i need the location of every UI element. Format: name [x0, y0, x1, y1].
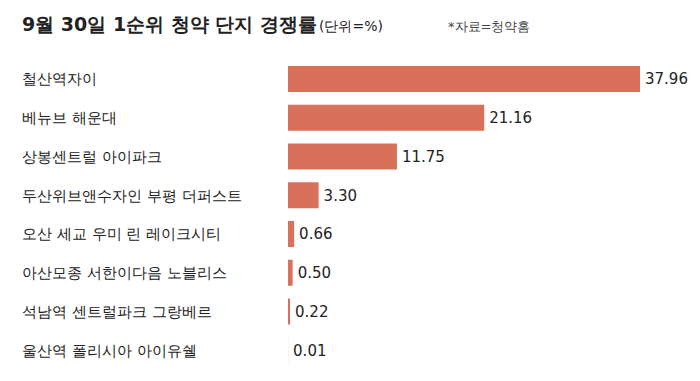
svg-text:오산 세교 우미 린 레이크시티: 오산 세교 우미 린 레이크시티 — [22, 225, 221, 243]
svg-text:두산위브앤수자인 부평 더퍼스트: 두산위브앤수자인 부평 더퍼스트 — [22, 187, 242, 205]
svg-text:0.66: 0.66 — [299, 225, 332, 243]
svg-text:0.01: 0.01 — [293, 342, 326, 360]
html-text:9월 30일 1순위 청약 단지 경쟁률(단위=%): 9월 30일 1순위 청약 단지 경쟁률(단위=%) — [22, 13, 383, 35]
svg-text:베뉴브 해운대: 베뉴브 해운대 — [22, 109, 117, 127]
svg-text:37.96: 37.96 — [645, 70, 688, 88]
html-text:*자료=청약홈: *자료=청약홈 — [448, 19, 531, 34]
svg-text:석남역 센트럴파크 그랑베르: 석남역 센트럴파크 그랑베르 — [22, 303, 212, 321]
svg-text:철산역자이: 철산역자이 — [22, 70, 97, 88]
svg-text:울산역 폴리시아 아이유쉘: 울산역 폴리시아 아이유쉘 — [22, 342, 197, 360]
svg-text:상봉센트럴 아이파크: 상봉센트럴 아이파크 — [22, 148, 162, 166]
svg-text:0.22: 0.22 — [295, 303, 328, 321]
svg-text:0.50: 0.50 — [298, 264, 331, 282]
svg-text:아산모종 서한이다음 노블리스: 아산모종 서한이다음 노블리스 — [22, 264, 227, 282]
svg-text:11.75: 11.75 — [402, 148, 445, 166]
svg-text:21.16: 21.16 — [489, 109, 532, 127]
svg-text:3.30: 3.30 — [324, 187, 357, 205]
